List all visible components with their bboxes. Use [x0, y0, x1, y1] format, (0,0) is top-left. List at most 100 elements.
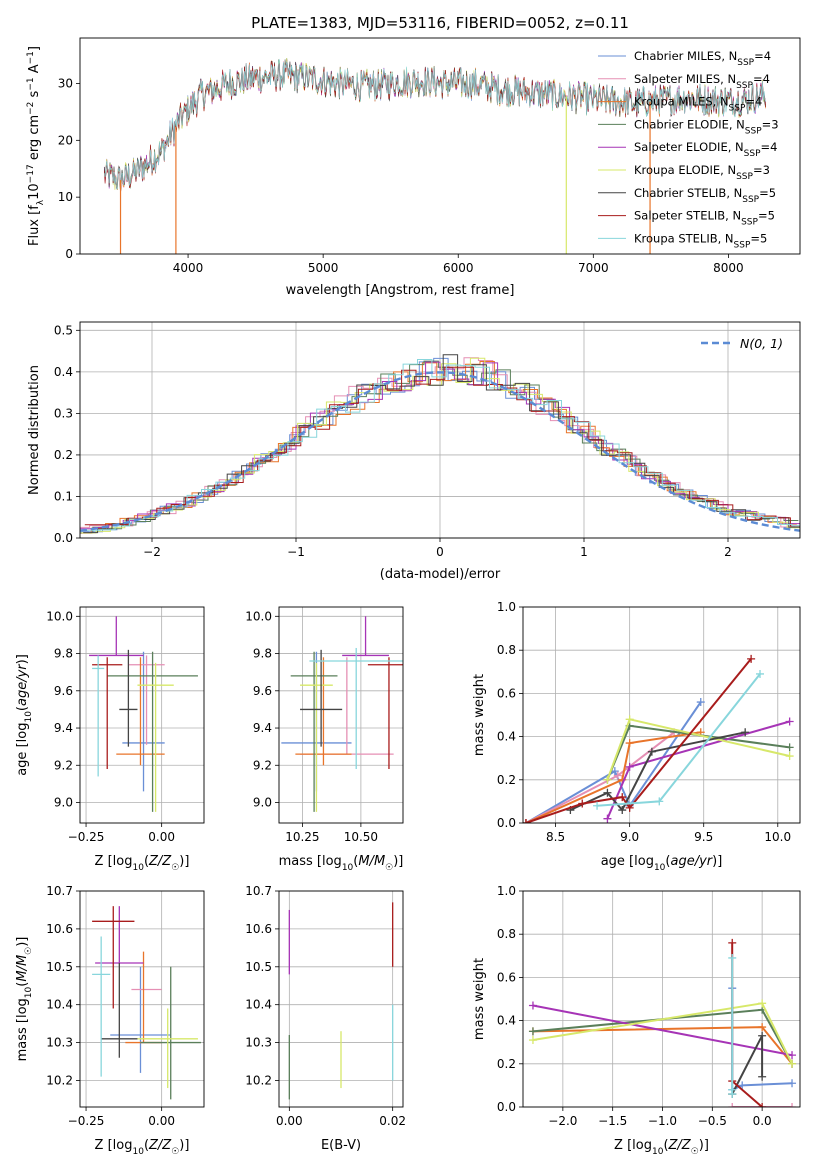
y-tick-label: 10.3	[46, 1036, 73, 1050]
error-bars	[92, 906, 201, 1100]
y-axis-label: mass [log10(M/M☉)]	[15, 937, 34, 1062]
hist-step	[86, 359, 800, 531]
y-tick-label: 10.2	[245, 1073, 272, 1087]
y-tick-label: 0.2	[54, 448, 73, 462]
y-axis-label: Normed distribution	[27, 365, 42, 495]
error-bars	[89, 616, 198, 812]
hist-step	[81, 357, 800, 534]
axes-frame	[278, 890, 404, 1108]
hist-lines	[80, 354, 800, 534]
weight-marker	[696, 698, 705, 707]
y-tick-label: 9.6	[253, 684, 272, 698]
x-tick-label: 5000	[308, 261, 339, 275]
x-tick-label: −0.25	[68, 830, 105, 844]
x-tick-label: 4000	[173, 261, 204, 275]
legend-label: N(0, 1)	[740, 336, 783, 351]
y-tick-label: 0.2	[497, 1057, 516, 1071]
x-tick-label: 0.00	[148, 1114, 175, 1128]
y-tick-label: 10.7	[46, 884, 73, 898]
legend-label: Kroupa STELIB, NSSP=5	[634, 231, 767, 250]
weight-marker	[603, 788, 612, 797]
weight-marker	[728, 953, 737, 962]
y-tick-label: 10.5	[245, 960, 272, 974]
y-axis-label: mass weight	[472, 674, 487, 756]
legend-label: Salpeter STELIB, NSSP=5	[634, 209, 775, 228]
legend-label: Chabrier MILES, NSSP=4	[634, 49, 771, 68]
x-axis-label: age [log10(age/yr)]	[601, 854, 723, 873]
axes-frame	[79, 606, 205, 824]
y-tick-label: 9.0	[253, 796, 272, 810]
weight-series-line	[525, 731, 701, 823]
weight-marker	[578, 799, 587, 808]
weight_vs_z-panel: −2.0 −1.5 −1.0 −0.5 0.0 0.0 0.2 0.4 0.6 0.8 1.0 Z […	[472, 884, 801, 1157]
spectrum-lines	[103, 58, 767, 254]
y-tick-label: 10.4	[46, 998, 73, 1012]
y-axis-label: Flux [fλ10−17 erg cm−2 s−1 A−1]	[26, 46, 46, 246]
legend-label: Salpeter ELODIE, NSSP=4	[634, 140, 777, 159]
x-axis-label: Z [log10(Z/Z☉)]	[614, 1138, 709, 1157]
weight-marker	[625, 762, 634, 771]
figure-title: PLATE=1383, MJD=53116, FIBERID=0052, z=0…	[251, 14, 629, 32]
weight-series-line	[731, 942, 763, 1107]
y-tick-label: 0	[65, 247, 73, 261]
y-tick-label: 9.0	[54, 796, 73, 810]
y-tick-label: 10.7	[245, 884, 272, 898]
y-tick-label: 0.8	[497, 927, 516, 941]
x-tick-label: −0.25	[68, 1114, 105, 1128]
weight-marker	[528, 1036, 537, 1045]
y-tick-label: 10.0	[245, 609, 272, 623]
spectrum-panel: 4000 5000 6000 7000 8000 0 10 20 30 Chabrier MILE…	[26, 37, 801, 298]
y-tick-label: 0.6	[497, 686, 516, 700]
y-tick-label: 20	[58, 133, 73, 147]
weight-series-line	[525, 701, 702, 823]
x-tick-label: 1	[580, 545, 588, 559]
y-tick-label: 10.6	[46, 922, 73, 936]
weight-marker	[785, 717, 794, 726]
y-tick-label: 10.2	[46, 1073, 73, 1087]
weight-marker	[785, 743, 794, 752]
y-tick-label: 10.4	[245, 998, 272, 1012]
legend-label: Salpeter MILES, NSSP=4	[634, 72, 770, 91]
y-tick-label: 10	[58, 190, 73, 204]
spectrum-series-line	[103, 58, 767, 190]
weight-marker	[655, 797, 664, 806]
y-tick-label: 9.8	[253, 647, 272, 661]
weight-series-line	[532, 1004, 793, 1057]
weight-marker	[625, 803, 634, 812]
y-tick-label: 0.4	[497, 730, 516, 744]
y-tick-label: 10.5	[46, 960, 73, 974]
x-tick-label: −2.0	[548, 1114, 577, 1128]
legend-label: Chabrier STELIB, NSSP=5	[634, 186, 776, 205]
error-bars	[281, 616, 403, 812]
x-tick-label: 7000	[578, 261, 609, 275]
weight-marker	[758, 1072, 767, 1081]
hist-step	[80, 357, 796, 528]
residuals-panel: −2 −1 0 1 2 0.0 0.1 0.2 0.3 0.4 0.5 N(0, 1) (data-mo…	[27, 321, 801, 582]
weight-marker	[647, 747, 656, 756]
y-tick-label: 0.0	[54, 531, 73, 545]
hist-step	[83, 354, 800, 534]
gaussian-curve	[80, 371, 800, 532]
x-tick-label: 10.50	[344, 830, 378, 844]
y-tick-label: 9.2	[253, 758, 272, 772]
weight-marker	[758, 1023, 767, 1032]
weight-marker	[788, 1079, 797, 1088]
legend-label: Chabrier ELODIE, NSSP=3	[634, 117, 779, 136]
weight-marker	[618, 806, 627, 815]
weight-marker	[610, 767, 619, 776]
x-tick-label: 9.0	[620, 830, 639, 844]
weight-marker	[788, 1059, 797, 1068]
x-tick-label: 8.5	[546, 830, 565, 844]
axes-frame	[79, 37, 801, 255]
legend-label: Kroupa MILES, NSSP=4	[634, 95, 762, 114]
age_vs_z-panel: −0.25 0.00 9.0 9.2 9.4 9.6 9.8 10.0 Z [log10(Z/Z…	[15, 606, 205, 873]
weight-marker	[593, 801, 602, 810]
x-tick-label: −1.0	[648, 1114, 677, 1128]
weight-marker	[523, 819, 530, 823]
x-tick-label: −1	[287, 545, 305, 559]
x-tick-label: 9.5	[694, 830, 713, 844]
hist-step	[80, 357, 794, 533]
axes-frame	[522, 890, 801, 1108]
y-tick-label: 9.4	[253, 721, 272, 735]
x-tick-label: 10.0	[764, 830, 791, 844]
